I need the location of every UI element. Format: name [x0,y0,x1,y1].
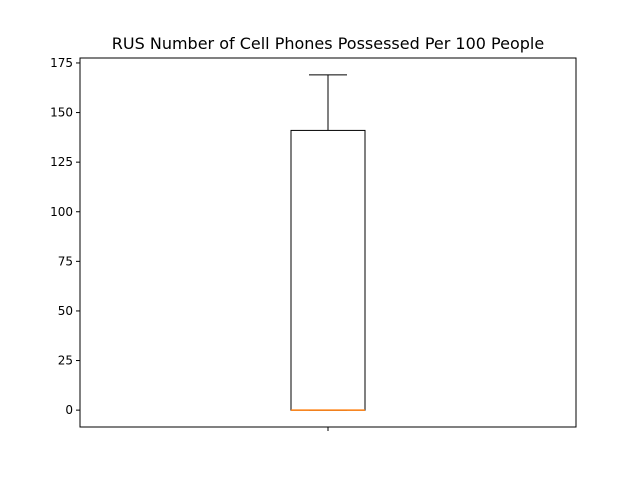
chart-title: RUS Number of Cell Phones Possessed Per … [112,34,544,53]
y-tick-label: 150 [50,106,73,120]
y-tick-label: 0 [65,403,73,417]
plot-frame [79,57,577,428]
y-tick-label: 175 [50,56,73,70]
y-tick-label: 25 [58,354,73,368]
y-tick-label: 75 [58,254,73,268]
box-iqr [290,129,366,411]
y-tick-label: 100 [50,205,73,219]
y-tick-label: 50 [58,304,73,318]
y-tick-label: 125 [50,155,73,169]
